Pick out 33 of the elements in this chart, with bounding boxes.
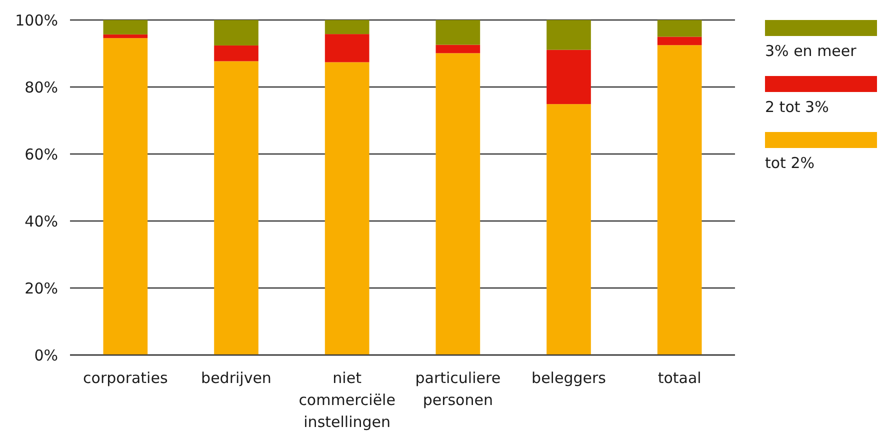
bar bbox=[324, 34, 370, 62]
bar bbox=[546, 104, 591, 355]
bar bbox=[214, 45, 258, 62]
y-tick-label: 40% bbox=[24, 212, 58, 230]
bar bbox=[103, 38, 148, 355]
x-tick-label: totaal bbox=[658, 369, 702, 387]
text: 3% en meer bbox=[765, 42, 858, 60]
bar bbox=[546, 50, 591, 104]
bar bbox=[324, 20, 370, 34]
x-tick-label: corporaties bbox=[83, 369, 168, 387]
bar bbox=[214, 61, 258, 355]
x-tick-label: niet commerciële instellingen bbox=[298, 369, 396, 431]
bar bbox=[103, 34, 148, 38]
bar bbox=[436, 53, 480, 355]
y-tick-label: 100% bbox=[15, 11, 58, 30]
text: 2 tot 3% bbox=[765, 98, 829, 116]
y-tick-label: 0% bbox=[34, 346, 58, 364]
text: tot 2% bbox=[765, 154, 815, 172]
bar bbox=[546, 20, 591, 50]
y-tick-label: 60% bbox=[24, 145, 58, 164]
bar bbox=[214, 20, 258, 46]
bar bbox=[436, 44, 480, 54]
bar bbox=[324, 62, 370, 355]
y-tick-label: 80% bbox=[24, 78, 58, 96]
bar bbox=[657, 20, 702, 37]
y-tick-label: 20% bbox=[24, 279, 58, 298]
bar bbox=[657, 36, 702, 46]
bar bbox=[436, 20, 480, 45]
bar bbox=[657, 45, 702, 355]
x-tick-label: beleggers bbox=[532, 369, 606, 387]
x-tick-label: bedrijven bbox=[201, 369, 272, 387]
x-tick-label: particuliere personen bbox=[415, 369, 501, 409]
bar bbox=[103, 20, 148, 34]
